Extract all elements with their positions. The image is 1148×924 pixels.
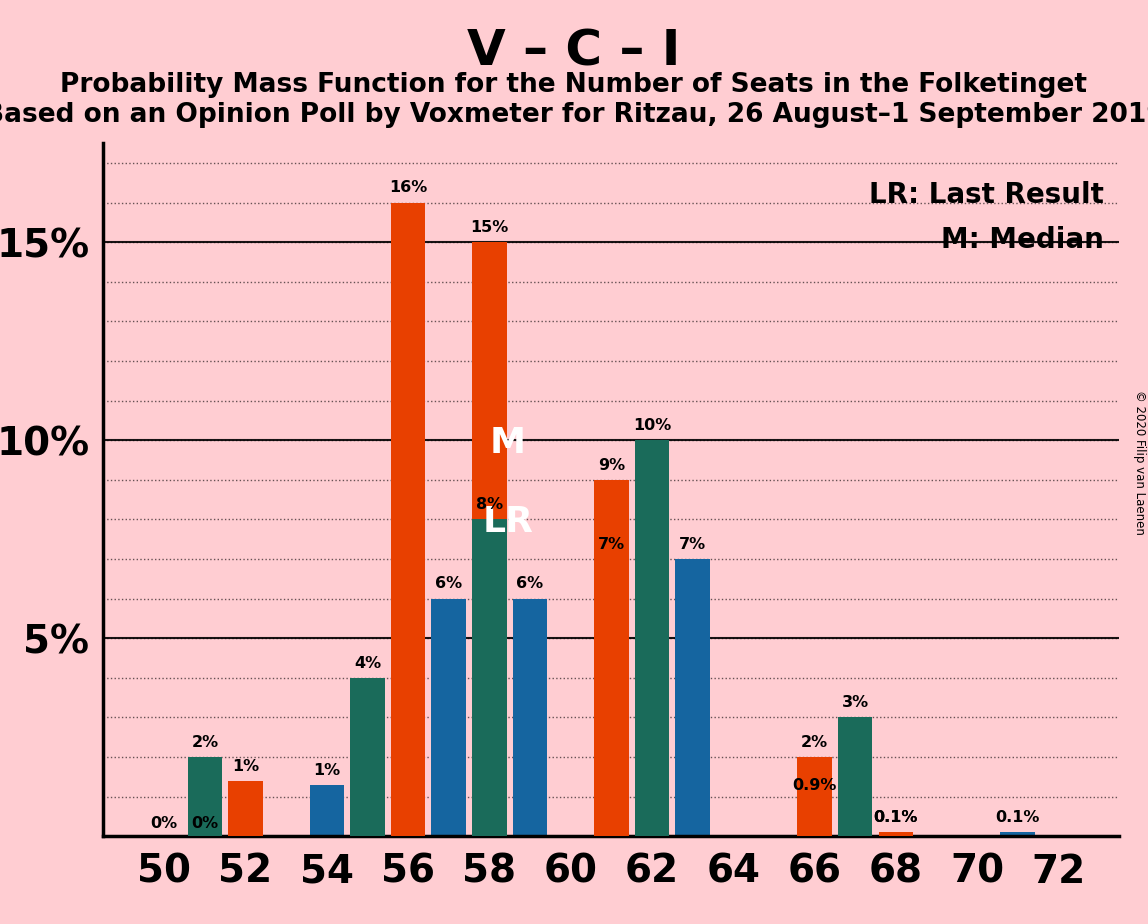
Text: 6%: 6%	[435, 577, 463, 591]
Text: 0.1%: 0.1%	[995, 810, 1040, 825]
Text: M: M	[490, 426, 526, 460]
Text: 7%: 7%	[598, 537, 625, 552]
Bar	[472, 519, 506, 836]
Bar	[432, 599, 466, 836]
Bar	[838, 717, 872, 836]
Text: 10%: 10%	[633, 418, 672, 433]
Bar	[878, 833, 913, 836]
Bar	[513, 599, 548, 836]
Bar	[635, 440, 669, 836]
Text: 1%: 1%	[232, 759, 259, 773]
Text: 0.1%: 0.1%	[874, 810, 918, 825]
Text: V – C – I: V – C – I	[467, 28, 681, 76]
Bar	[797, 757, 832, 836]
Bar	[797, 800, 832, 836]
Text: 7%: 7%	[678, 537, 706, 552]
Text: M: Median: M: Median	[941, 226, 1104, 254]
Text: 15%: 15%	[471, 220, 509, 235]
Bar	[228, 781, 263, 836]
Bar	[594, 559, 629, 836]
Text: 3%: 3%	[841, 695, 869, 711]
Text: 2%: 2%	[801, 735, 828, 750]
Text: Based on an Opinion Poll by Voxmeter for Ritzau, 26 August–1 September 2019: Based on an Opinion Poll by Voxmeter for…	[0, 102, 1148, 128]
Bar	[1000, 833, 1035, 836]
Text: 4%: 4%	[354, 656, 381, 671]
Text: LR: LR	[482, 505, 533, 540]
Bar	[310, 784, 344, 836]
Bar	[472, 242, 506, 836]
Text: 6%: 6%	[517, 577, 544, 591]
Bar	[390, 202, 426, 836]
Text: LR: Last Result: LR: Last Result	[869, 181, 1104, 210]
Text: 0.1%: 0.1%	[874, 810, 918, 825]
Bar	[187, 757, 223, 836]
Text: 16%: 16%	[389, 180, 427, 196]
Bar	[878, 833, 913, 836]
Text: © 2020 Filip van Laenen: © 2020 Filip van Laenen	[1133, 390, 1147, 534]
Text: Probability Mass Function for the Number of Seats in the Folketinget: Probability Mass Function for the Number…	[61, 72, 1087, 98]
Text: 0%: 0%	[192, 816, 218, 831]
Text: 9%: 9%	[598, 457, 625, 473]
Bar	[350, 678, 385, 836]
Text: 8%: 8%	[475, 497, 503, 512]
Text: 2%: 2%	[192, 735, 218, 750]
Text: 0%: 0%	[150, 816, 178, 831]
Text: 1%: 1%	[313, 762, 341, 778]
Bar	[594, 480, 629, 836]
Text: 0.9%: 0.9%	[792, 778, 837, 794]
Bar	[675, 559, 709, 836]
